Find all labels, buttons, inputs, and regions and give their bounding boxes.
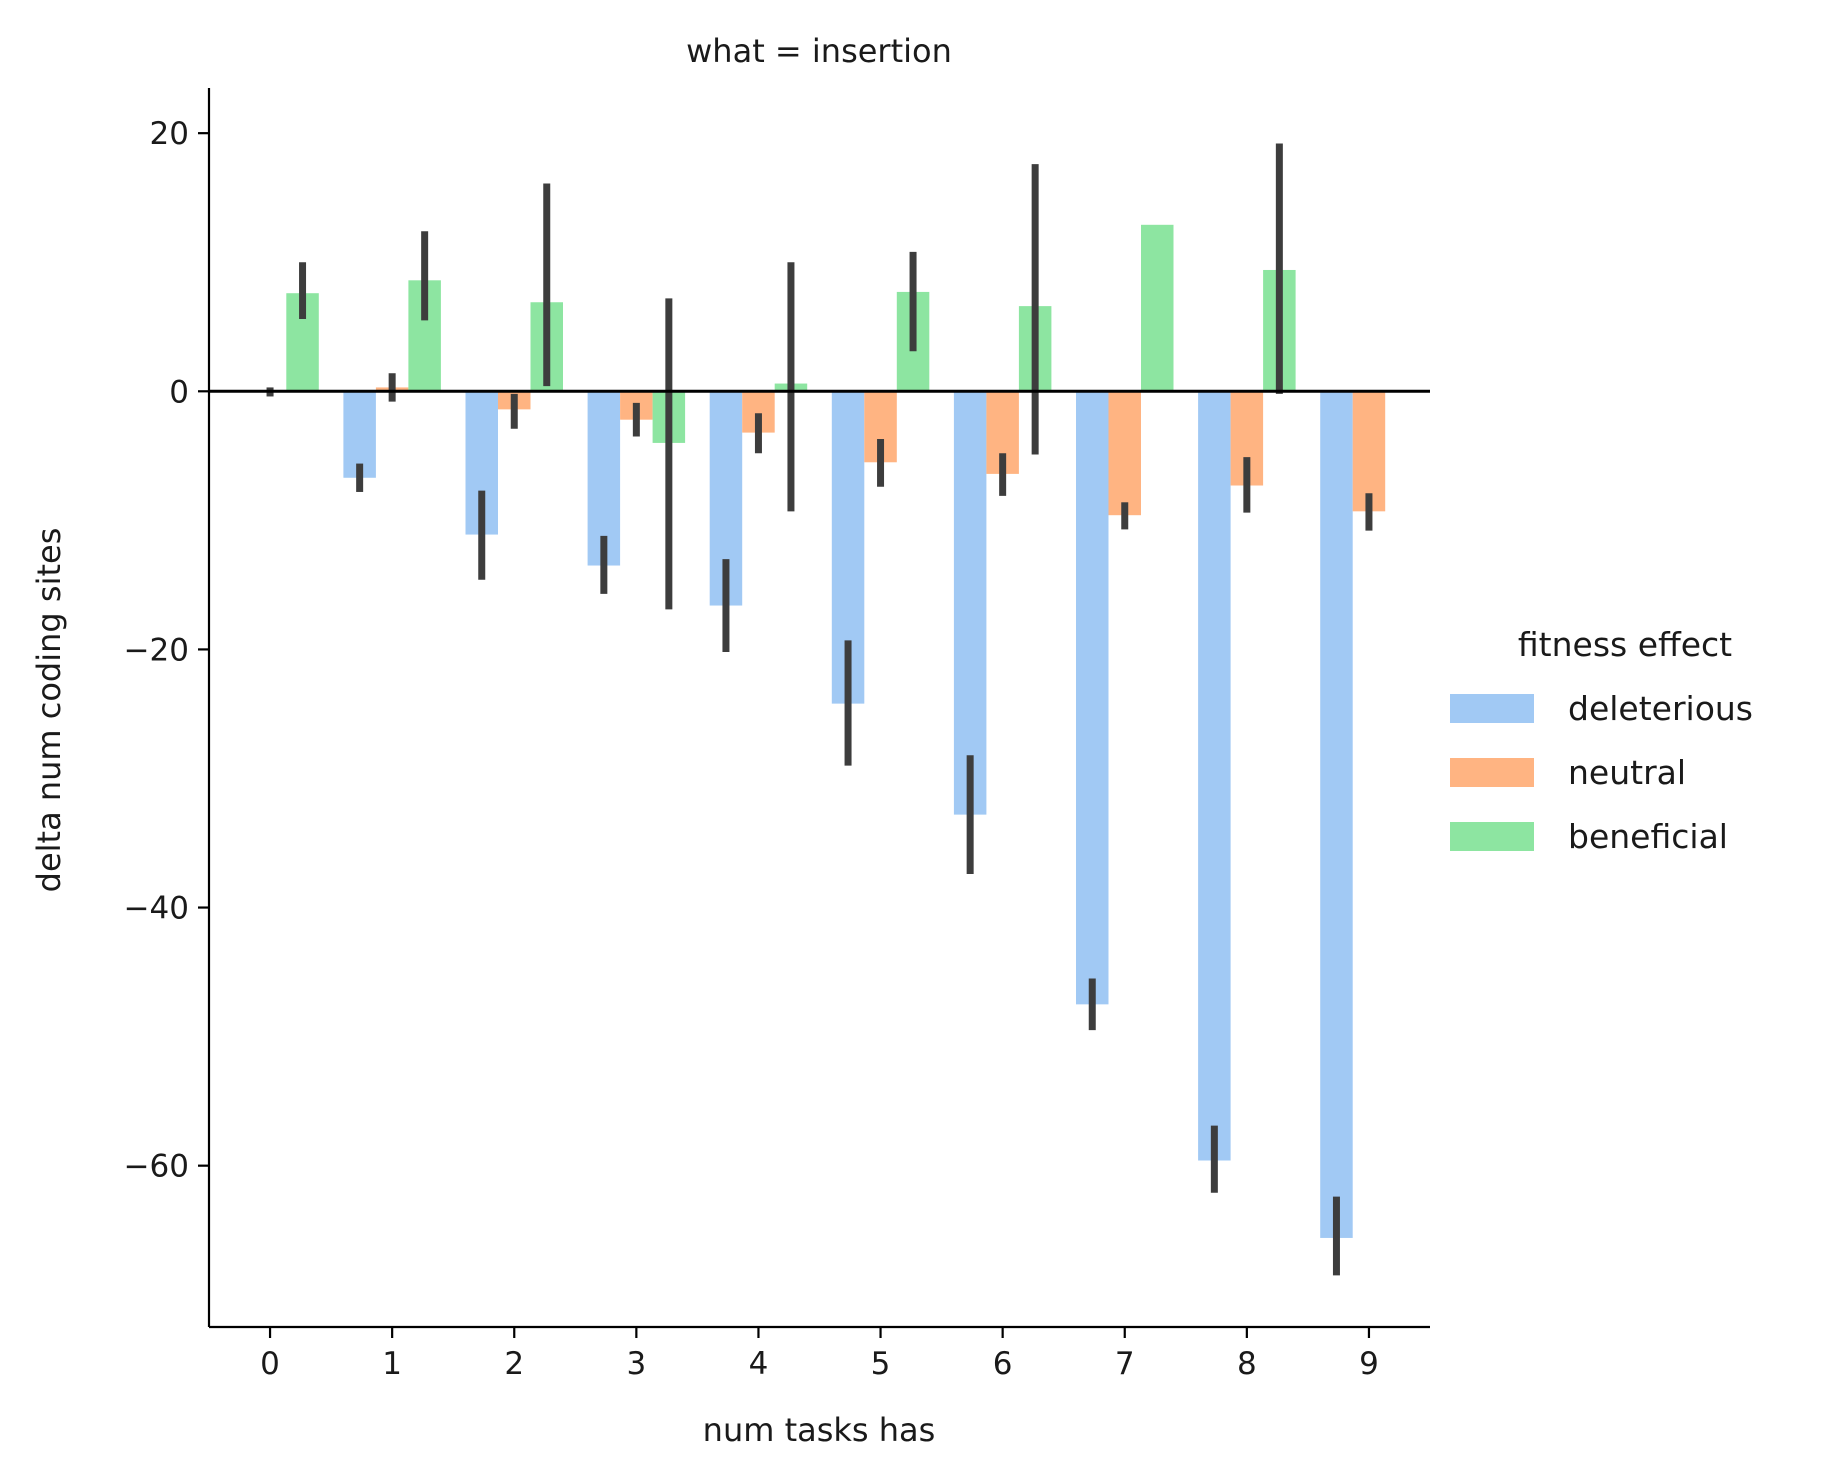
y-tick-label: −40 [124, 891, 189, 927]
chart-title: what = insertion [686, 32, 952, 70]
y-axis-label: delta num coding sites [30, 528, 68, 893]
x-tick-label: 8 [1237, 1346, 1257, 1382]
x-tick-label: 7 [1115, 1346, 1135, 1382]
legend-label-neutral: neutral [1568, 753, 1686, 792]
bar-deleterious [953, 391, 987, 815]
bar-deleterious [1198, 391, 1231, 1161]
legend-items: deleterious neutral beneficial [1450, 689, 1753, 856]
x-tick-label: 1 [382, 1346, 402, 1382]
x-tick-label: 3 [626, 1346, 646, 1382]
y-tick-label: 0 [169, 374, 189, 410]
axes: 20 0 −20 −40 −60 0 1 2 3 4 5 6 7 8 9 [124, 88, 1430, 1382]
bar-neutral [1108, 391, 1141, 516]
legend-swatch-beneficial [1450, 822, 1534, 851]
bar-neutral [1352, 391, 1386, 512]
x-tick-label: 5 [871, 1346, 891, 1382]
legend-swatch-deleterious [1450, 694, 1534, 723]
x-tick-label: 2 [504, 1346, 524, 1382]
error-bars-layer [266, 143, 1373, 1276]
x-axis-label: num tasks has [703, 1411, 936, 1449]
legend-swatch-neutral [1450, 758, 1534, 787]
y-tick-label: 20 [150, 116, 189, 152]
bar-deleterious [343, 391, 376, 478]
x-tick-label: 6 [993, 1346, 1013, 1382]
y-tick-label: −20 [124, 632, 189, 668]
bars-layer [253, 224, 1386, 1238]
y-ticks: 20 0 −20 −40 −60 [124, 116, 209, 1185]
legend-label-deleterious: deleterious [1568, 689, 1753, 728]
legend-label-beneficial: beneficial [1568, 817, 1728, 856]
x-ticks: 0 1 2 3 4 5 6 7 8 9 [260, 1327, 1379, 1382]
x-tick-label: 9 [1359, 1346, 1379, 1382]
legend: fitness effect deleterious neutral benefic… [1450, 625, 1753, 856]
x-tick-label: 4 [749, 1346, 769, 1382]
bar-deleterious [1076, 391, 1109, 1005]
bar-beneficial [1141, 224, 1174, 392]
bar-deleterious [1320, 391, 1353, 1238]
legend-title: fitness effect [1518, 625, 1732, 664]
y-tick-label: −60 [124, 1149, 189, 1185]
x-tick-label: 0 [260, 1346, 280, 1382]
